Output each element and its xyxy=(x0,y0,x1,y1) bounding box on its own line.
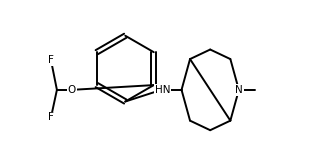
Text: O: O xyxy=(68,85,76,95)
Text: F: F xyxy=(48,55,54,65)
Text: N: N xyxy=(235,85,243,95)
Text: F: F xyxy=(48,112,54,122)
Text: HN: HN xyxy=(155,85,170,95)
